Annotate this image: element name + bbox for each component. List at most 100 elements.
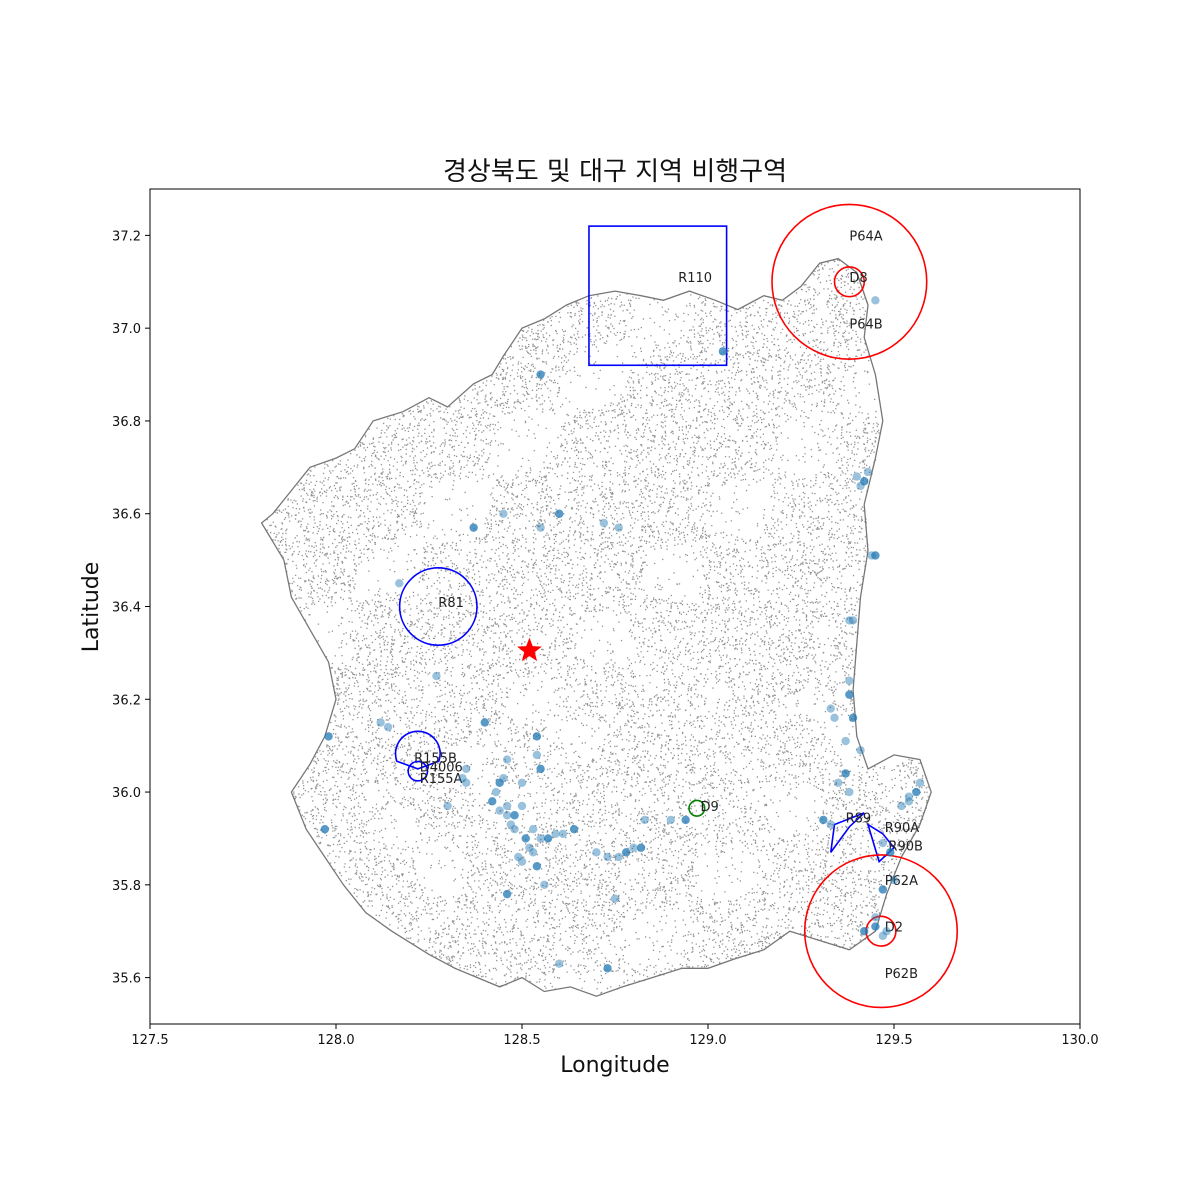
drone-point bbox=[462, 764, 471, 774]
zone-r155b-label: R155B bbox=[414, 751, 457, 766]
drone-point bbox=[845, 690, 854, 699]
drone-point bbox=[555, 959, 564, 968]
drone-point bbox=[521, 834, 530, 843]
drone-point bbox=[871, 922, 880, 931]
drone-point bbox=[491, 787, 501, 797]
drone-point bbox=[324, 732, 333, 741]
drone-point bbox=[882, 927, 891, 936]
zone-r81-shape bbox=[398, 567, 478, 646]
drone-point bbox=[462, 778, 471, 787]
drone-point bbox=[536, 764, 545, 774]
drone-point bbox=[636, 843, 646, 852]
drone-point bbox=[532, 732, 542, 741]
drone-point bbox=[856, 481, 865, 491]
zone-p62a-shape bbox=[803, 854, 959, 1009]
drone-point bbox=[488, 797, 497, 806]
drone-point bbox=[834, 778, 843, 787]
drone-point bbox=[826, 820, 835, 829]
drone-point bbox=[904, 797, 914, 806]
drone-point bbox=[502, 889, 512, 899]
drone-point bbox=[841, 736, 850, 746]
drone-point bbox=[555, 509, 564, 518]
y-tick-label: 36.4 bbox=[112, 601, 141, 616]
x-tick-label: 128.0 bbox=[317, 1033, 354, 1048]
drone-point bbox=[469, 523, 478, 532]
zone-r90b-label: R90B bbox=[888, 839, 923, 854]
drone-point bbox=[904, 792, 914, 801]
drone-point bbox=[528, 848, 538, 857]
drone-point bbox=[614, 523, 623, 532]
drone-point bbox=[871, 551, 880, 560]
zone-d4006-label: D4006 bbox=[420, 761, 463, 776]
drone-point bbox=[852, 472, 861, 481]
drone-point bbox=[629, 843, 638, 852]
drone-point bbox=[592, 848, 601, 857]
drone-point bbox=[915, 778, 925, 787]
drone-point bbox=[495, 806, 504, 815]
drone-point bbox=[845, 787, 854, 797]
boundary-line bbox=[260, 257, 932, 997]
y-tick-label: 36.2 bbox=[112, 693, 141, 708]
drone-point bbox=[897, 801, 906, 811]
drone-point bbox=[540, 880, 549, 890]
drone-point bbox=[528, 824, 538, 834]
zone-r89-label: R89 bbox=[846, 812, 872, 827]
drone-point bbox=[681, 815, 690, 825]
drone-point bbox=[395, 579, 404, 588]
y-tick-label: 35.6 bbox=[112, 972, 141, 987]
drone-point bbox=[499, 509, 508, 518]
drone-point bbox=[848, 713, 858, 723]
y-tick-label: 36.8 bbox=[112, 415, 141, 430]
x-tick-label: 130.0 bbox=[1061, 1033, 1098, 1048]
drone-point bbox=[458, 773, 467, 783]
chart-title: 경상북도 및 대구 지역 비행구역 bbox=[443, 157, 787, 187]
x-tick-label: 129.5 bbox=[875, 1033, 912, 1048]
star-icon bbox=[517, 637, 542, 662]
land-scatter bbox=[266, 259, 929, 994]
drone-point bbox=[621, 848, 631, 857]
drone-point bbox=[532, 862, 542, 871]
zone-d2-label: D2 bbox=[885, 921, 903, 936]
drone-point bbox=[603, 852, 612, 862]
y-tick-label: 37.0 bbox=[112, 322, 141, 337]
drone-point bbox=[845, 676, 854, 685]
y-tick-label: 35.8 bbox=[112, 879, 141, 894]
x-tick-label: 127.5 bbox=[131, 1033, 168, 1048]
drone-point bbox=[841, 769, 850, 778]
zone-p62a-label: P62A bbox=[885, 874, 918, 889]
drone-point bbox=[517, 857, 527, 866]
x-tick-label: 128.5 bbox=[503, 1033, 540, 1048]
zone-p64b-label: P64B bbox=[849, 318, 882, 333]
drone-point bbox=[525, 843, 534, 852]
drone-point bbox=[599, 518, 609, 528]
drone-point bbox=[886, 848, 895, 857]
drone-point bbox=[614, 852, 623, 862]
drone-point bbox=[536, 370, 545, 379]
drone-point bbox=[860, 477, 869, 486]
y-axis: 35.6 35.8 36.0 36.2 36.4 36.6 36.8 37.0 37.2 bbox=[112, 229, 150, 987]
drone-points bbox=[320, 296, 925, 973]
drone-point bbox=[860, 927, 869, 936]
drone-point bbox=[912, 787, 921, 797]
x-axis: 127.5 128.0 128.5 129.0 129.5 130.0 bbox=[131, 1024, 1099, 1048]
zone-r90a-shape bbox=[866, 822, 896, 864]
drone-point bbox=[376, 718, 385, 727]
drone-point bbox=[878, 885, 888, 894]
drone-point bbox=[826, 704, 835, 713]
drone-point bbox=[848, 616, 858, 625]
zone-r81-label: R81 bbox=[438, 596, 464, 611]
zone-r89-shape bbox=[829, 812, 865, 853]
drone-point bbox=[845, 616, 854, 625]
drone-point bbox=[502, 811, 512, 820]
x-tick-label: 129.0 bbox=[689, 1033, 726, 1048]
drone-point bbox=[558, 829, 568, 839]
province-boundary bbox=[260, 257, 932, 997]
drone-point bbox=[889, 875, 899, 885]
drone-point bbox=[536, 523, 545, 532]
y-axis-label: Latitude bbox=[79, 562, 104, 653]
drone-point bbox=[878, 931, 888, 941]
land-specks bbox=[266, 259, 929, 994]
drone-point bbox=[666, 815, 675, 825]
